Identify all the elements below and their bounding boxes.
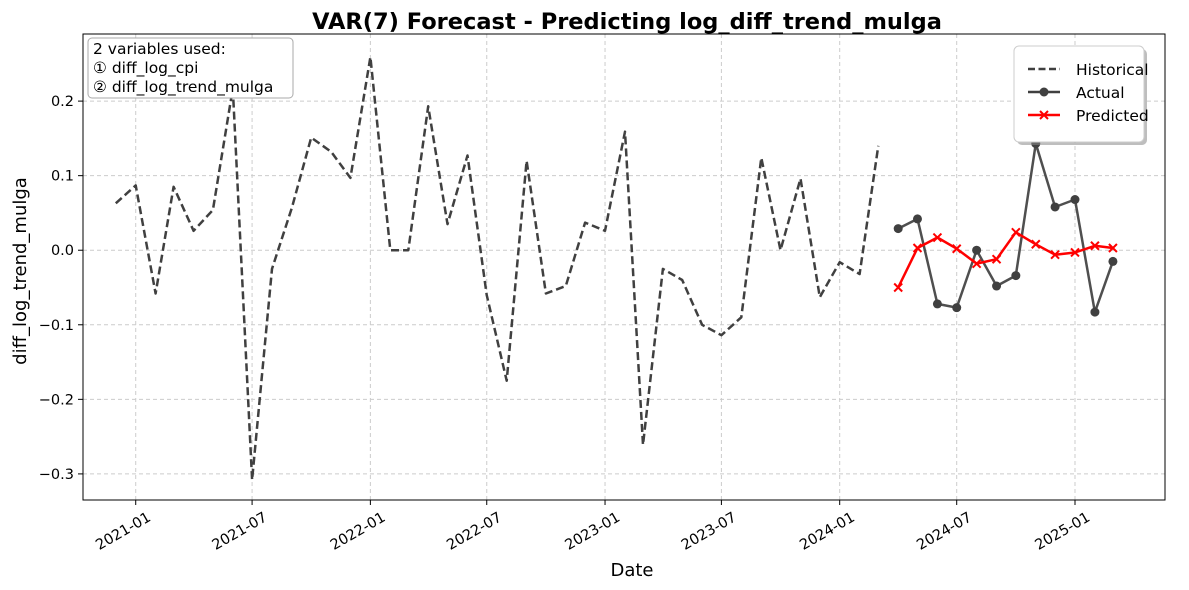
actual-point	[1011, 271, 1021, 281]
annotation-line-1: 2 variables used:	[93, 40, 226, 58]
x-tick-label: 2023-01	[563, 510, 623, 554]
predicted-point	[932, 232, 943, 243]
predicted-point	[991, 254, 1002, 264]
x-tick-label: 2024-01	[797, 510, 857, 554]
x-tick-label: 2021-01	[93, 510, 153, 554]
predicted-point	[912, 243, 923, 253]
x-tick-label: 2023-07	[679, 510, 739, 554]
actual-point	[992, 281, 1002, 291]
predicted-point	[951, 244, 962, 254]
y-tick-label: 0.2	[51, 94, 74, 110]
x-tick-label: 2021-07	[210, 510, 270, 554]
annotation-box	[87, 37, 294, 99]
variables-annotation: 2 variables used: ① diff_log_cpi ② diff_…	[87, 37, 294, 99]
actual-point	[1090, 307, 1100, 317]
actual-point	[952, 303, 962, 313]
legend-actual-marker	[1039, 87, 1049, 97]
legend-predicted-label: Predicted	[1076, 107, 1149, 125]
y-axis-label: diff_log_trend_mulga	[10, 177, 31, 365]
y-tick-label: −0.1	[39, 318, 74, 334]
chart-title: VAR(7) Forecast - Predicting log_diff_tr…	[312, 9, 942, 35]
predicted-point	[1108, 243, 1118, 253]
x-tick-label: 2025-01	[1033, 510, 1093, 554]
predicted-point	[893, 282, 903, 293]
y-tick-label: −0.2	[39, 392, 74, 408]
predicted-point	[1090, 241, 1100, 251]
predicted-point	[1031, 239, 1041, 249]
x-tick-label: 2024-07	[914, 510, 974, 554]
legend-actual-label: Actual	[1076, 84, 1125, 102]
y-tick-label: −0.3	[39, 467, 74, 483]
predicted-point	[1050, 249, 1060, 260]
predicted-point	[971, 258, 982, 269]
annotation-line-3: ② diff_log_trend_mulga	[93, 78, 273, 97]
x-tick-label: 2022-07	[444, 510, 504, 554]
actual-point	[912, 214, 922, 224]
actual-line	[897, 142, 1115, 314]
historical-line	[114, 55, 880, 482]
grid-layer	[83, 34, 1165, 500]
predicted-point	[1070, 247, 1080, 258]
legend-historical-label: Historical	[1076, 61, 1149, 79]
legend-predicted-marker	[1039, 110, 1049, 120]
actual-point	[972, 245, 982, 255]
actual-point	[1108, 256, 1118, 266]
series-layer	[114, 55, 1118, 482]
annotation-line-2: ① diff_log_cpi	[93, 59, 198, 78]
y-tick-label: 0.0	[51, 243, 74, 259]
plot-frame	[82, 33, 1166, 501]
predicted-line	[897, 231, 1114, 289]
predicted-point	[1011, 227, 1021, 238]
actual-point	[893, 224, 903, 234]
x-axis-label: Date	[610, 560, 653, 581]
x-tick-label: 2022-01	[328, 510, 388, 554]
actual-point	[1070, 195, 1080, 205]
actual-point	[932, 299, 942, 309]
y-tick-label: 0.1	[51, 169, 74, 185]
legend: Historical Actual Predicted	[1013, 45, 1149, 145]
tick-layer: 2021-01 2021-07 2022-01 2022-07 2023-01 2023-…	[39, 94, 1093, 554]
actual-point	[1050, 202, 1060, 212]
